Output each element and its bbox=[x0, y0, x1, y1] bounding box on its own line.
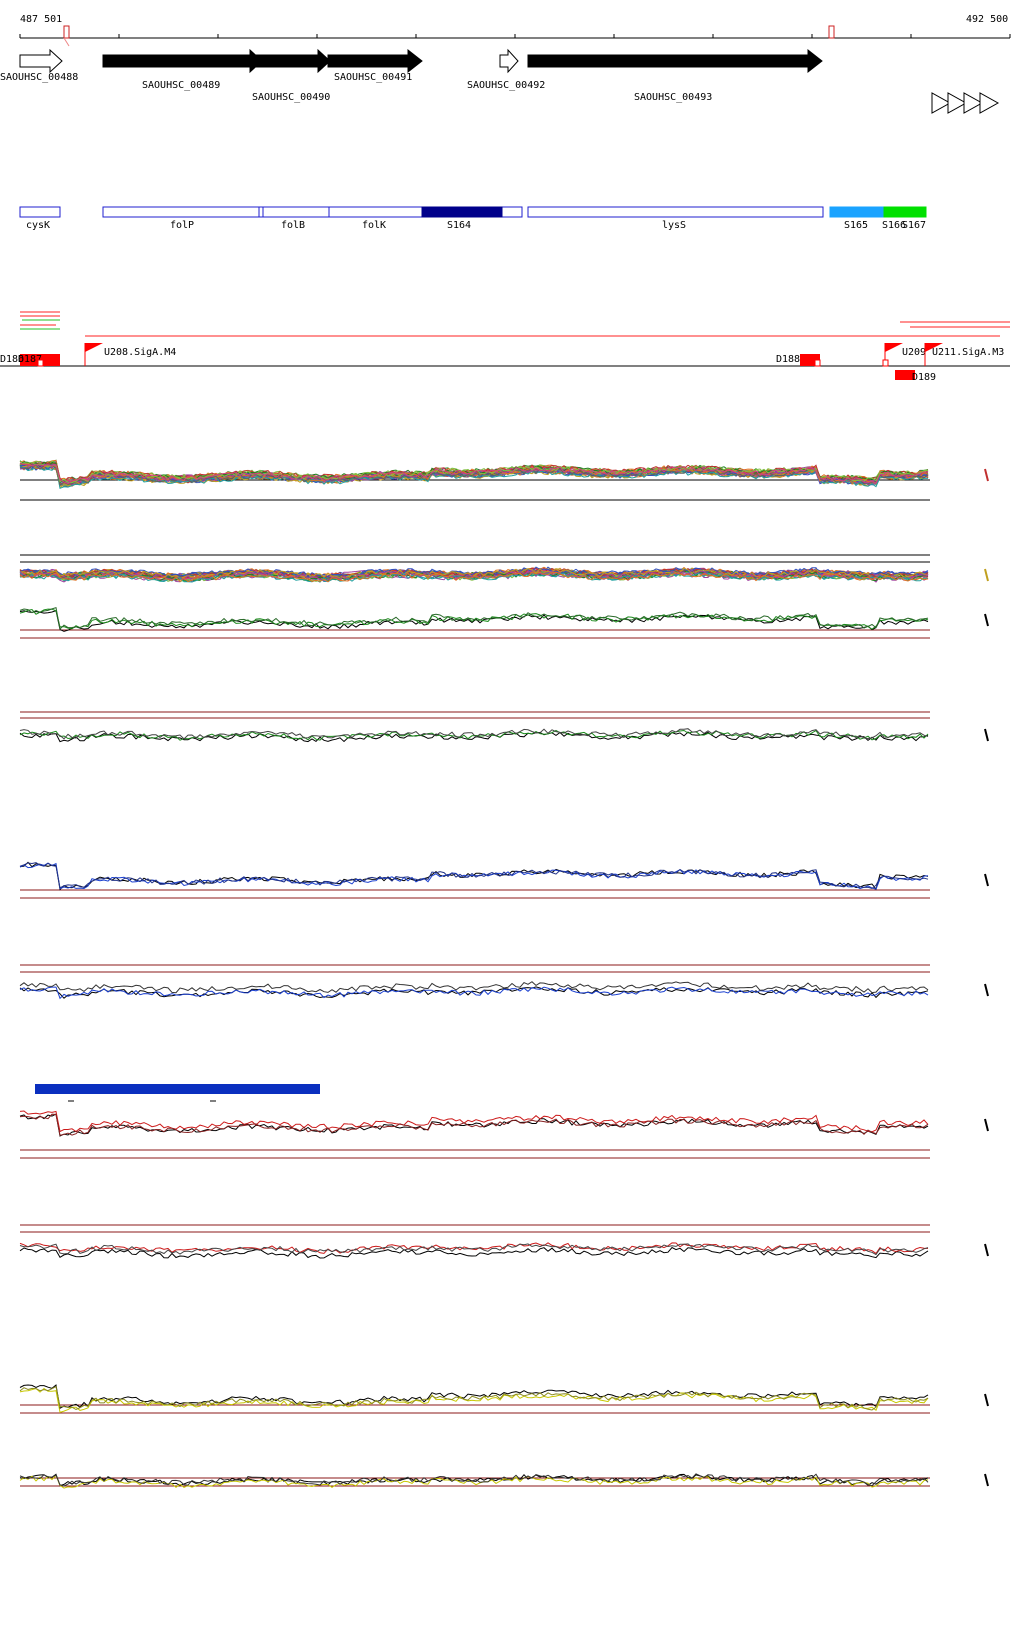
blue-track-1 bbox=[19, 861, 989, 899]
track-stub bbox=[984, 983, 989, 997]
expression-curve bbox=[19, 566, 929, 578]
promoter-label: D188 bbox=[776, 354, 800, 365]
feature-label: folB bbox=[281, 220, 305, 231]
expression-curve bbox=[19, 606, 929, 631]
yellow-track-2 bbox=[19, 1473, 989, 1489]
gene-SAOUHSC_00492[interactable]: SAOUHSC_00492 bbox=[467, 48, 545, 91]
expression-curve bbox=[19, 986, 929, 1000]
gene-label: SAOUHSC_00491 bbox=[334, 72, 412, 83]
gene-label: SAOUHSC_00493 bbox=[634, 92, 712, 103]
feature-folP[interactable]: folP bbox=[102, 206, 260, 231]
expression-curve bbox=[19, 1473, 929, 1487]
feature-label: S166 bbox=[882, 220, 906, 231]
track-stub bbox=[984, 468, 989, 482]
gene-SAOUHSC_00490[interactable]: SAOUHSC_00490 bbox=[252, 48, 331, 103]
gene-SAOUHSC_00488[interactable]: SAOUHSC_00488 bbox=[0, 48, 78, 83]
track-stub bbox=[984, 1243, 989, 1257]
heatmap-lines-second bbox=[19, 554, 989, 583]
expression-curve bbox=[19, 1113, 929, 1136]
feature-label: folK bbox=[362, 220, 386, 231]
gene-label: SAOUHSC_00489 bbox=[142, 80, 220, 91]
feature-S167[interactable]: S167 bbox=[902, 220, 926, 231]
promoter-U211[interactable]: U211.SigA.M3 bbox=[924, 343, 1004, 366]
expression-curve bbox=[19, 1243, 929, 1256]
track-stub bbox=[984, 568, 989, 582]
expression-curve bbox=[19, 862, 929, 890]
promoter-U208[interactable]: U208.SigA.M4 bbox=[84, 343, 176, 366]
feature-S164[interactable]: S164 bbox=[421, 206, 503, 231]
promoter-U209[interactable]: U209 bbox=[882, 343, 926, 367]
expression-curve bbox=[19, 1242, 929, 1255]
gene-SAOUHSC_00493[interactable]: SAOUHSC_00493 bbox=[527, 48, 823, 103]
track-stub bbox=[984, 1118, 989, 1132]
expression-curve bbox=[19, 463, 929, 486]
direction-arrows-icon bbox=[931, 92, 1000, 114]
ruler-marker bbox=[63, 25, 70, 39]
gene-label: SAOUHSC_00492 bbox=[467, 80, 545, 91]
ruler-marker bbox=[828, 25, 835, 39]
promoter-label: U211.SigA.M3 bbox=[932, 347, 1004, 358]
promoter-label: U209 bbox=[902, 347, 926, 358]
blue-track-2 bbox=[19, 964, 989, 1000]
track-stub bbox=[984, 728, 989, 742]
gene-label: SAOUHSC_00490 bbox=[252, 92, 330, 103]
track-stub bbox=[984, 1393, 989, 1407]
yellow-track-1 bbox=[19, 1384, 989, 1414]
expression-tracks bbox=[19, 459, 989, 1489]
expression-curve bbox=[19, 981, 929, 994]
green-track-2 bbox=[19, 711, 989, 743]
promoter-label: D189 bbox=[912, 372, 936, 383]
feature-S166[interactable]: S166 bbox=[882, 206, 927, 231]
promoter-label: D186 bbox=[0, 354, 24, 365]
red-track-1 bbox=[19, 1110, 989, 1159]
green-track-1 bbox=[19, 606, 989, 639]
coord-end-label: 492 500 bbox=[966, 14, 1008, 25]
promoter-D187[interactable]: D187 bbox=[18, 354, 44, 367]
promoter-track: D186 D187 U208.SigA.M4 D188 U209 U211.Si… bbox=[0, 311, 1010, 383]
promoter-label: U208.SigA.M4 bbox=[104, 347, 176, 358]
feature-label: folP bbox=[170, 220, 194, 231]
scale-bar bbox=[35, 1084, 320, 1102]
red-track-2 bbox=[19, 1224, 989, 1259]
expression-curve bbox=[19, 1385, 929, 1411]
gene-SAOUHSC_00489[interactable]: SAOUHSC_00489 bbox=[102, 48, 263, 91]
gene-label: SAOUHSC_00488 bbox=[0, 72, 78, 83]
coord-start-label: 487 501 bbox=[20, 14, 62, 25]
promoter-D188[interactable]: D188 bbox=[776, 354, 821, 367]
feature-folB[interactable]: folB bbox=[258, 206, 330, 231]
expression-curve bbox=[19, 1474, 929, 1489]
coordinate-ruler: 487 501 492 500 bbox=[19, 14, 1011, 47]
expression-curve bbox=[19, 1113, 929, 1137]
feature-cysK[interactable]: cysK bbox=[19, 206, 61, 231]
gene-SAOUHSC_00491[interactable]: SAOUHSC_00491 bbox=[327, 48, 423, 83]
feature-S165[interactable]: S165 bbox=[829, 206, 886, 231]
expression-curve bbox=[19, 567, 929, 580]
expression-curve bbox=[19, 862, 929, 890]
feature-label: S167 bbox=[902, 220, 926, 231]
track-stub bbox=[984, 873, 989, 887]
expression-curve bbox=[19, 986, 929, 999]
feature-label: cysK bbox=[26, 220, 50, 231]
expression-curve bbox=[19, 1387, 929, 1414]
feature-lysS[interactable]: lysS bbox=[527, 206, 824, 231]
feature-label: lysS bbox=[662, 220, 686, 231]
expression-curve bbox=[19, 571, 929, 583]
expression-curve bbox=[19, 1246, 929, 1259]
feature-label: S164 bbox=[447, 220, 471, 231]
expression-curve bbox=[19, 463, 929, 485]
promoter-D189[interactable]: D189 bbox=[895, 370, 936, 383]
expression-curve bbox=[19, 463, 929, 486]
expression-curve bbox=[19, 609, 929, 632]
track-stub bbox=[984, 613, 989, 627]
feature-label: S165 bbox=[844, 220, 868, 231]
track-stub bbox=[984, 1473, 989, 1487]
expression-curve bbox=[19, 728, 929, 740]
feature-track: cysK folP folB folK S164 lysS S165 bbox=[19, 206, 927, 231]
gene-track: SAOUHSC_00488 SAOUHSC_00489 SAOUHSC_0049… bbox=[0, 48, 1000, 114]
promoter-label: D187 bbox=[18, 354, 42, 365]
expression-curve bbox=[19, 731, 929, 743]
heatmap-lines-top bbox=[19, 459, 989, 501]
